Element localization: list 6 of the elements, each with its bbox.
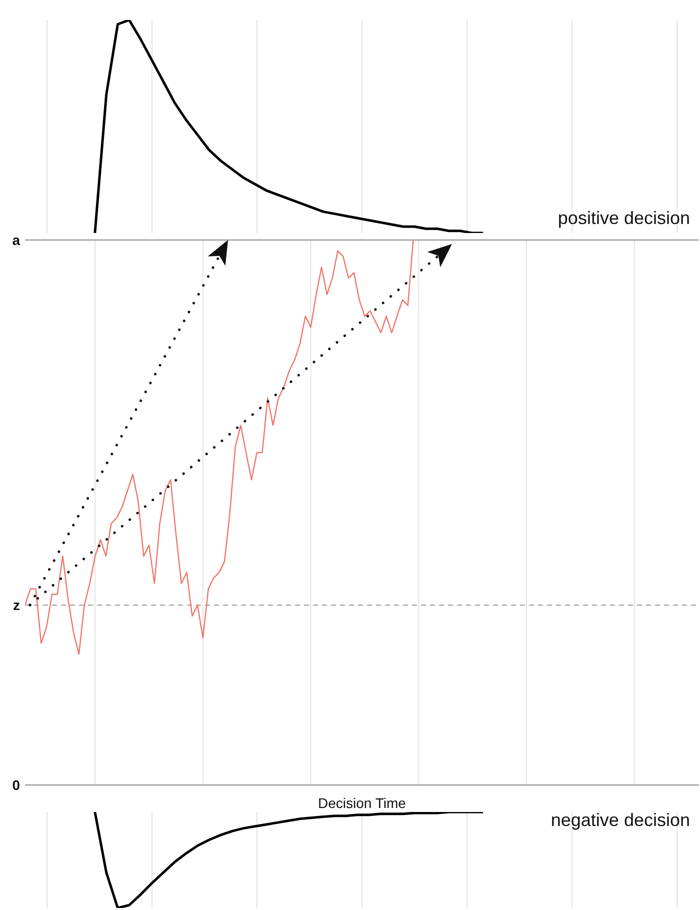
x-axis-title: Decision Time xyxy=(318,795,406,811)
ref-line-label: a xyxy=(12,232,20,248)
ref-line-label: 0 xyxy=(12,776,20,793)
annotation: negative decision xyxy=(550,810,690,831)
ref-line-label: z xyxy=(13,597,20,614)
annotation: positive decision xyxy=(558,208,690,229)
